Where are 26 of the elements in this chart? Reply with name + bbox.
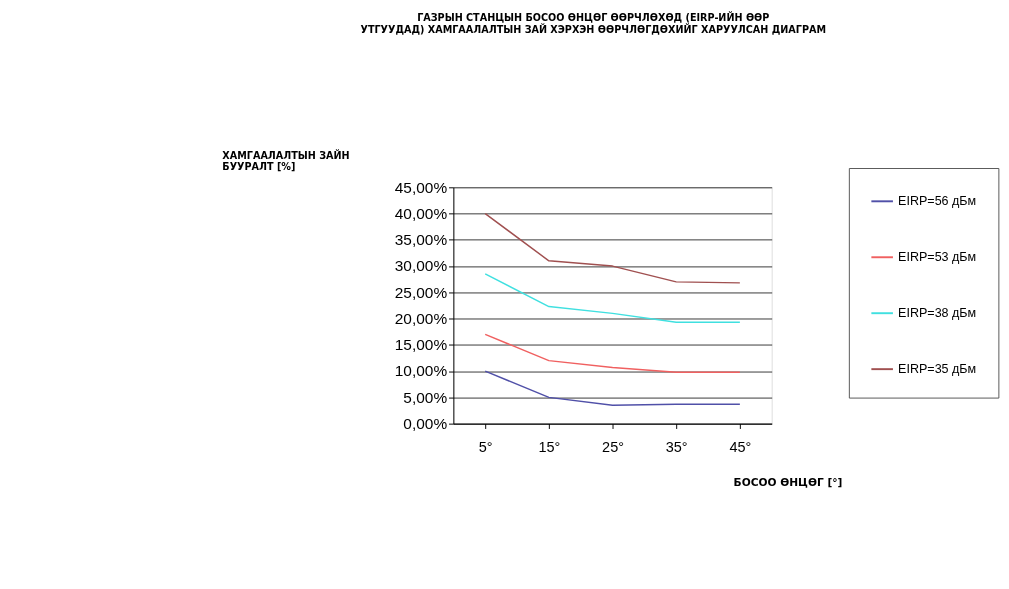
y-tick-label: 40,00% [394, 204, 448, 222]
legend-label: EIRP=38 дБм [898, 306, 977, 321]
y-tick-label: 25,00% [394, 283, 448, 301]
line-series [484, 333, 741, 373]
y-tick-label: 30,00% [394, 257, 448, 275]
x-tick-label: 15° [538, 439, 561, 456]
x-tick-label: 5° [478, 439, 493, 456]
line-series [484, 273, 741, 324]
legend-label: EIRP=53 дБм [898, 250, 977, 265]
y-tick-label: 35,00% [394, 231, 448, 249]
legend-label: EIRP=56 дБм [898, 194, 977, 209]
line-series [484, 212, 741, 284]
line-series [484, 370, 741, 406]
y-tick-label: 45,00% [394, 178, 448, 196]
y-tick-label: 15,00% [394, 336, 448, 354]
y-tick-label: 10,00% [394, 362, 448, 380]
x-tick-label: 35° [665, 439, 688, 456]
y-tick-label: 5,00% [403, 388, 448, 406]
y-tick-label: 0,00% [403, 414, 448, 432]
legend-label: EIRP=35 дБм [898, 362, 977, 377]
y-tick-label: 20,00% [394, 309, 448, 327]
x-tick-label: 25° [602, 439, 624, 456]
x-axis-title: БОСОО ӨНЦӨГ [°] [733, 475, 843, 489]
x-tick-label: 45° [729, 439, 752, 456]
y-axis-title: ХАМГААЛАЛТЫН ЗАЙН БУУРАЛТ [%] [222, 148, 350, 173]
chart-title: ГАЗРЫН СТАНЦЫН БОСОО ӨНЦӨГ ӨӨРЧЛӨХӨД (EIRP-ИЙН ӨӨР УТГУУДАД) ХАМГААЛАЛТЫН ЗАЙ ХЭРХЭН ӨӨРЧЛӨГДӨХИЙГ ХАРУУЛСАН ДИАГРАМ [360, 11, 827, 35]
